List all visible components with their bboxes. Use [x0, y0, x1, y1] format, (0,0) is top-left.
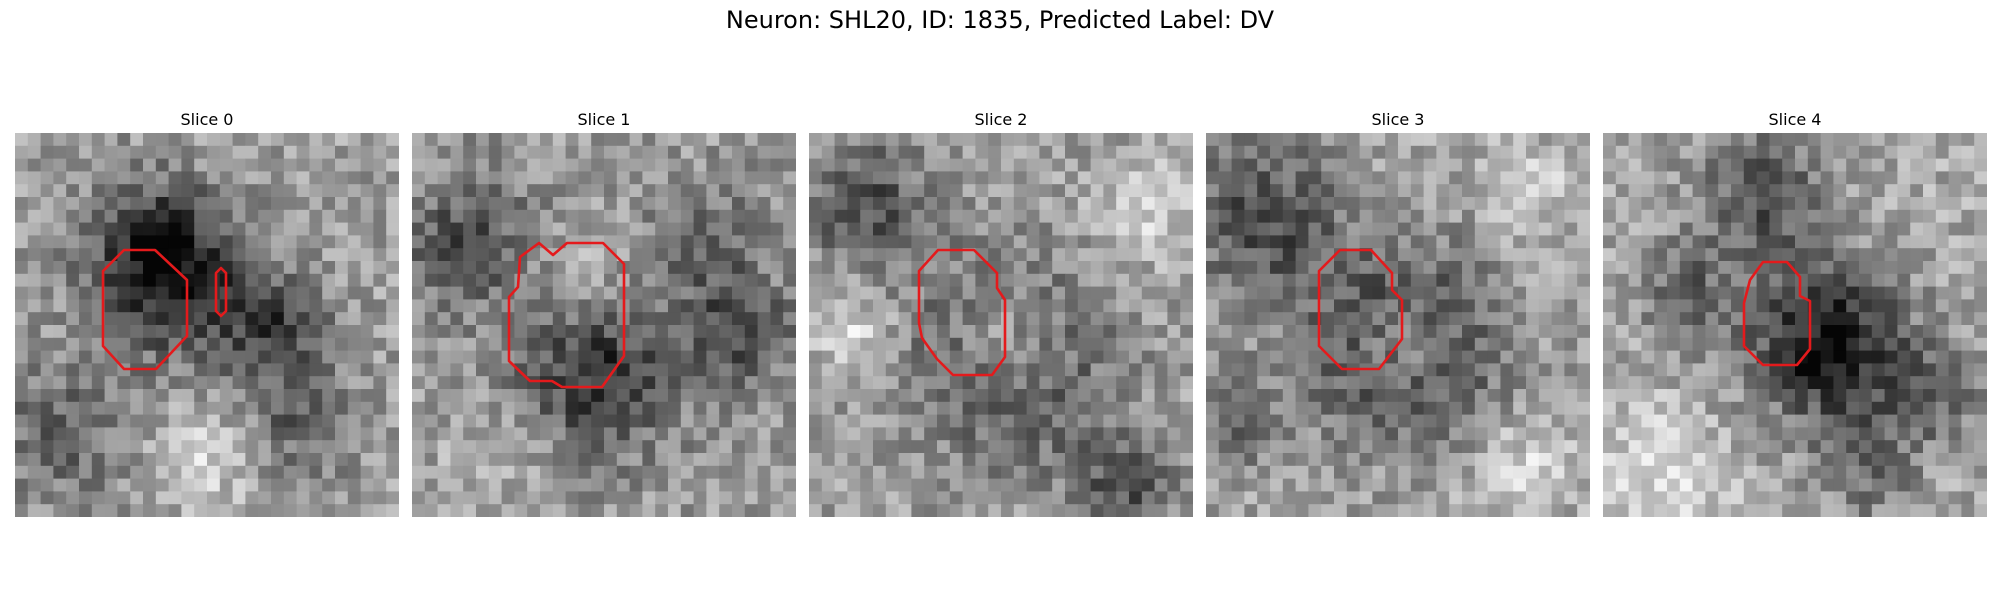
figure-title: Neuron: SHL20, ID: 1835, Predicted Label…	[725, 6, 1275, 34]
slice-2-image	[809, 133, 1193, 517]
slice-0-outline-1	[214, 266, 228, 318]
slice-3-outline-0	[1317, 248, 1404, 371]
slice-0-image	[15, 133, 399, 517]
slice-3-label: Slice 3	[1371, 110, 1425, 129]
slice-1-outline-0	[507, 241, 626, 389]
slice-3-image	[1206, 133, 1590, 517]
slice-2-outline-0	[917, 248, 1007, 377]
slice-4-label: Slice 4	[1768, 110, 1822, 129]
slice-2-label: Slice 2	[974, 110, 1028, 129]
slice-1-label: Slice 1	[577, 110, 631, 129]
slice-0-label: Slice 0	[180, 110, 234, 129]
slice-4-outline-0	[1742, 260, 1812, 367]
slice-0-outline-0	[101, 248, 189, 371]
slice-4-image	[1603, 133, 1987, 517]
slice-1-image	[412, 133, 796, 517]
